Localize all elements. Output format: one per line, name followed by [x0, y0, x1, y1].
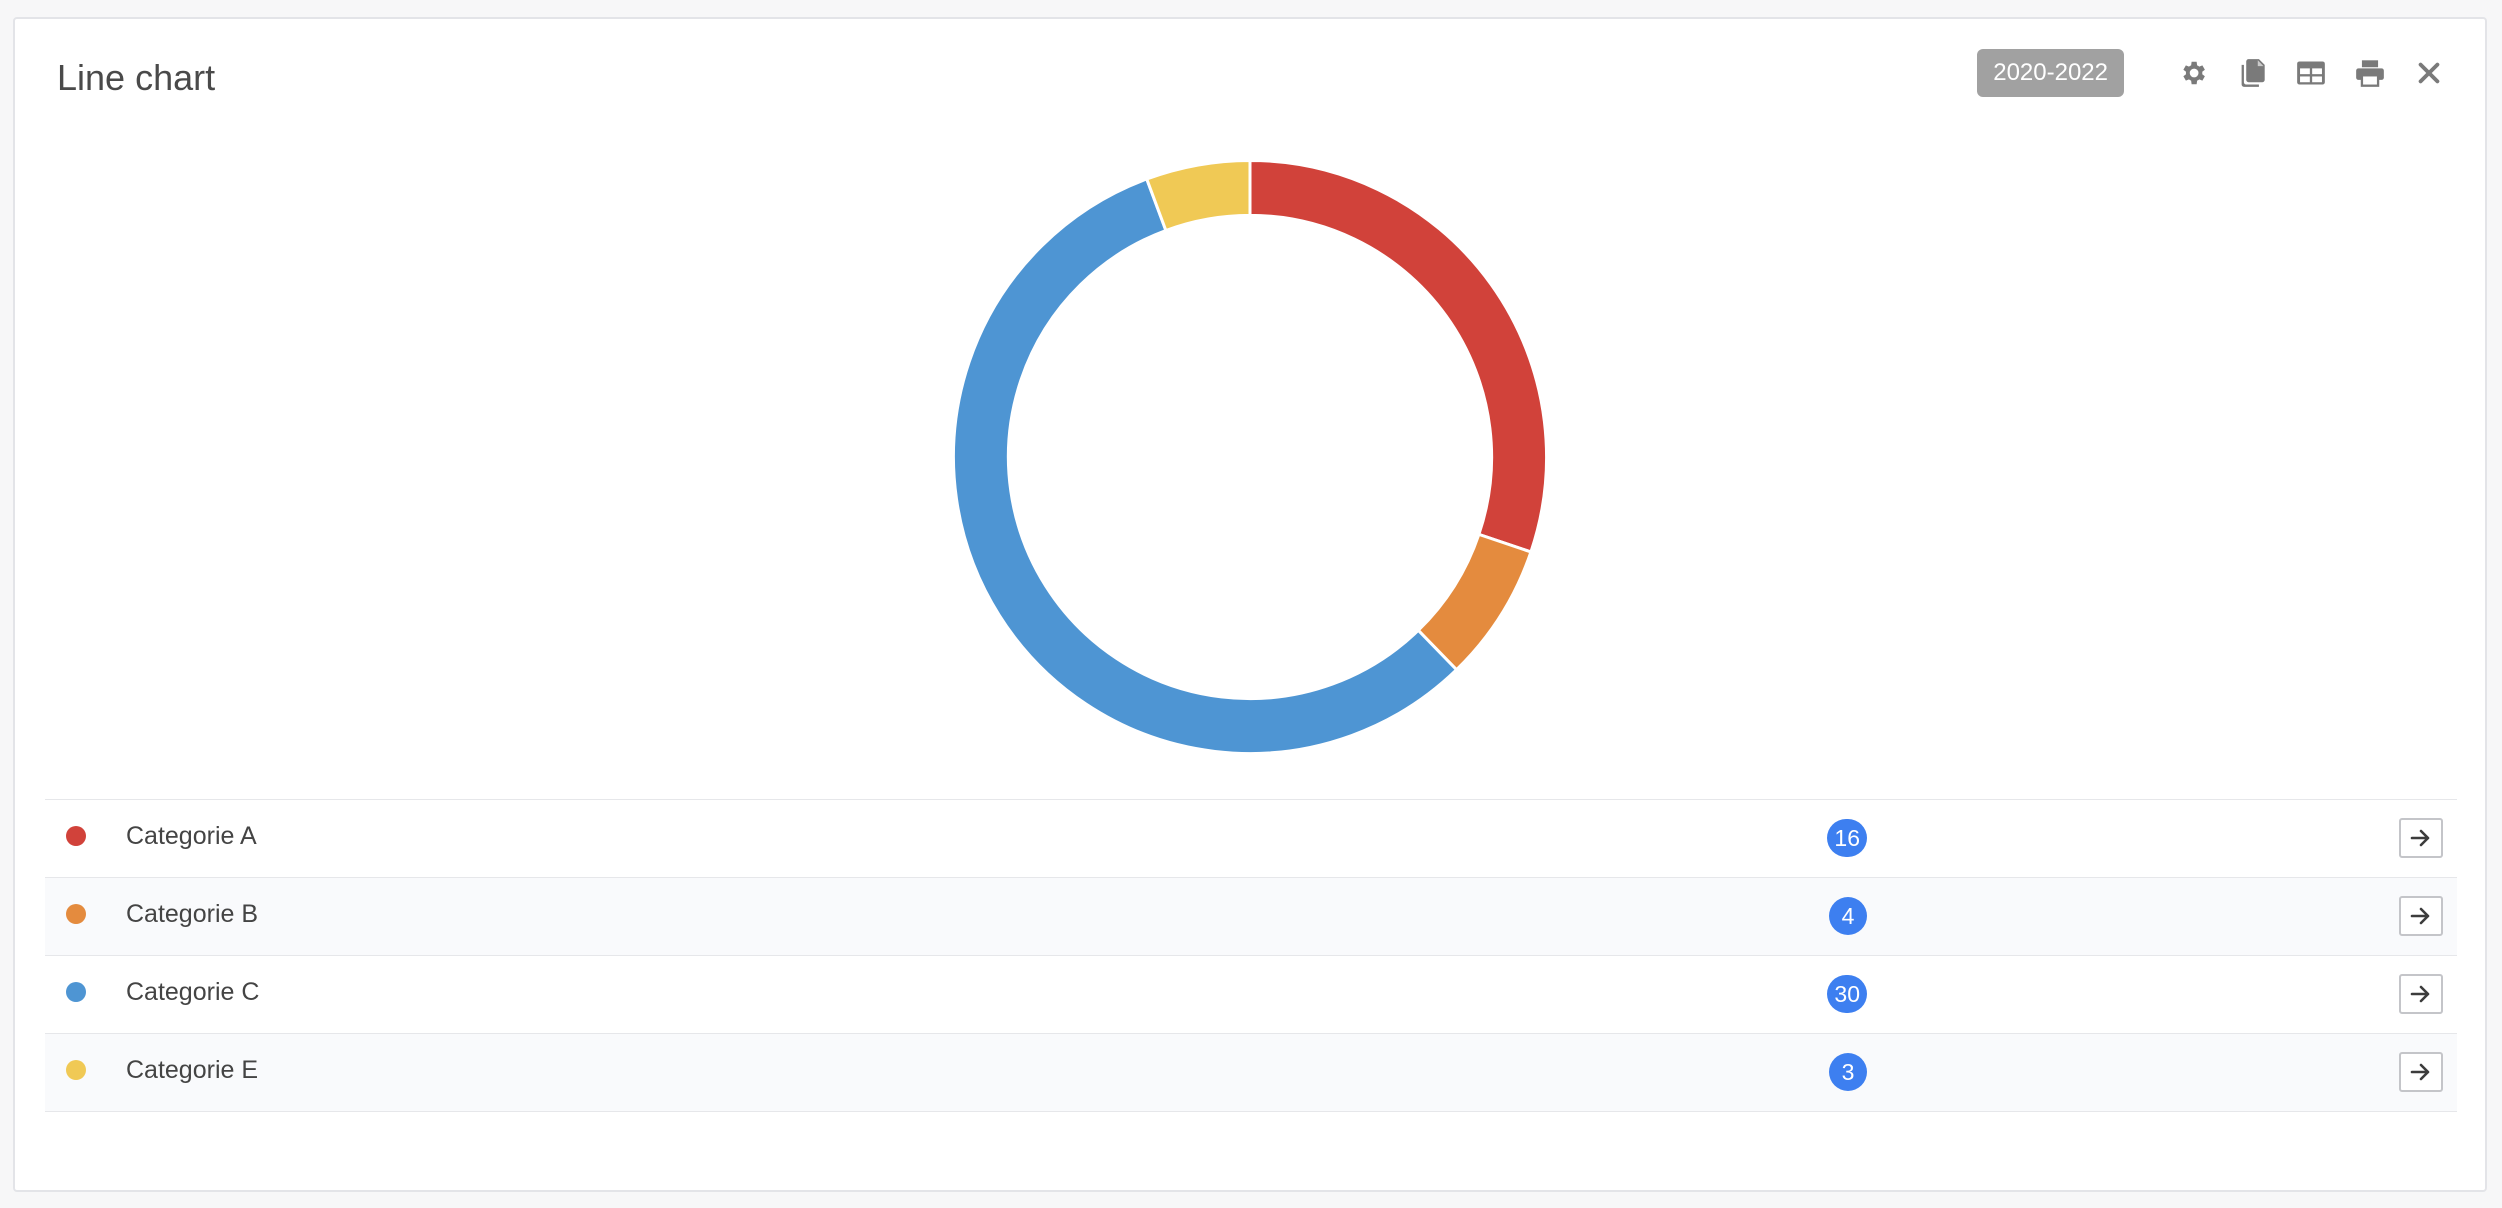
- legend-item: Categorie B 4: [45, 878, 2457, 956]
- donut-slice-categorie-c[interactable]: [952, 177, 1459, 755]
- close-icon[interactable]: [2411, 55, 2447, 91]
- legend-color-dot: [66, 826, 86, 846]
- legend-color-dot: [66, 904, 86, 924]
- arrow-right-icon: [2410, 1063, 2430, 1081]
- arrow-right-icon: [2410, 985, 2430, 1003]
- open-category-button[interactable]: [2399, 974, 2443, 1014]
- arrow-right-icon: [2410, 829, 2430, 847]
- legend-item: Categorie A 16: [45, 800, 2457, 878]
- copy-icon[interactable]: [2234, 55, 2270, 91]
- count-badge: 3: [1829, 1053, 1867, 1091]
- legend-item: Categorie C 30: [45, 956, 2457, 1034]
- legend-list: Categorie A 16 Categorie B 4 Categorie C…: [45, 799, 2457, 1112]
- legend-color-dot: [66, 1060, 86, 1080]
- donut-slice-categorie-e[interactable]: [1144, 158, 1252, 233]
- legend-item: Categorie E 3: [45, 1034, 2457, 1112]
- legend-label: Categorie C: [126, 978, 260, 1006]
- table-icon[interactable]: [2293, 55, 2329, 91]
- open-category-button[interactable]: [2399, 896, 2443, 936]
- legend-color-dot: [66, 982, 86, 1002]
- chart-panel: Line chart 2020-2022: [13, 17, 2487, 1192]
- donut-slice-categorie-a[interactable]: [1248, 158, 1549, 554]
- panel-toolbar: 2020-2022: [1977, 49, 2447, 97]
- date-range-badge[interactable]: 2020-2022: [1977, 49, 2124, 97]
- open-category-button[interactable]: [2399, 818, 2443, 858]
- open-category-button[interactable]: [2399, 1052, 2443, 1092]
- panel-title: Line chart: [57, 57, 216, 98]
- arrow-right-icon: [2410, 907, 2430, 925]
- count-badge: 16: [1827, 819, 1867, 857]
- legend-label: Categorie B: [126, 900, 259, 928]
- legend-label: Categorie A: [126, 822, 257, 850]
- legend-label: Categorie E: [126, 1056, 259, 1084]
- print-icon[interactable]: [2352, 55, 2388, 91]
- gear-icon[interactable]: [2175, 55, 2211, 91]
- count-badge: 30: [1827, 975, 1867, 1013]
- count-badge: 4: [1829, 897, 1867, 935]
- donut-chart: [952, 158, 1549, 755]
